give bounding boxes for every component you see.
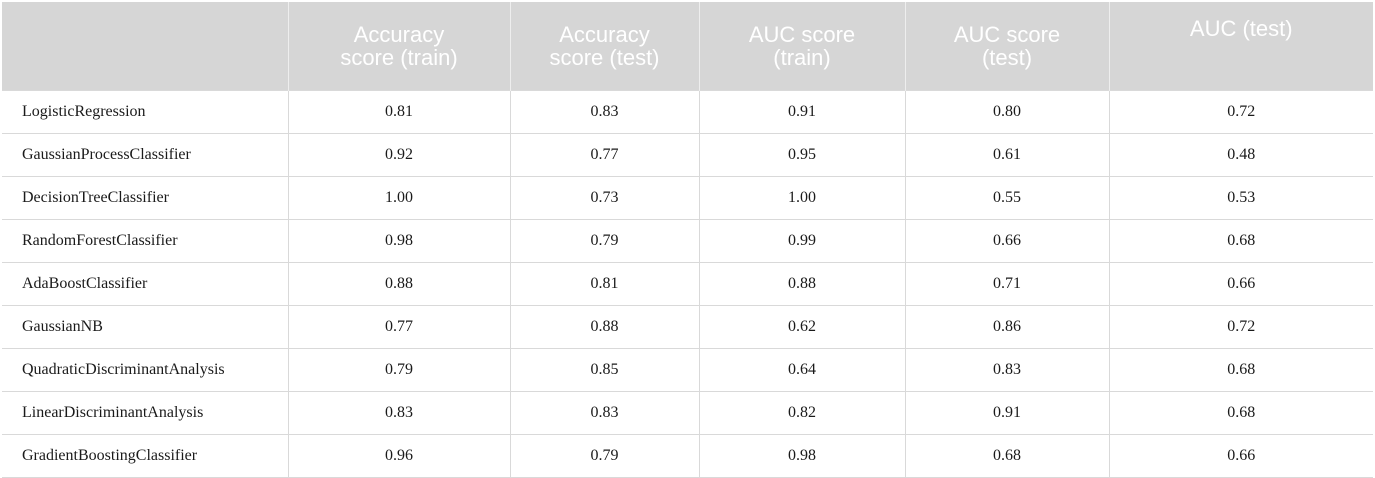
header-cell-auc-train: AUC score (train)	[699, 2, 906, 91]
table-header: Accuracy score (train) Accuracy score (t…	[2, 2, 1373, 91]
model-name-cell: LogisticRegression	[2, 90, 289, 134]
auc-test-cell: 0.68	[1109, 348, 1373, 392]
accuracy-test-cell: 0.88	[510, 305, 700, 349]
auc-test-cell: 0.72	[1109, 90, 1373, 134]
accuracy-train-cell: 1.00	[288, 176, 511, 220]
accuracy-train-cell: 0.79	[288, 348, 511, 392]
accuracy-train-cell: 0.92	[288, 133, 511, 177]
accuracy-test-cell: 0.79	[510, 219, 700, 263]
table-row: DecisionTreeClassifier 1.00 0.73 1.00 0.55 0.…	[2, 176, 1373, 220]
header-text-line1: Accuracy	[559, 22, 650, 47]
header-text-line1: Accuracy	[353, 22, 445, 47]
table-row: AdaBoostClassifier 0.88 0.81 0.88 0.71 0.66	[2, 262, 1373, 306]
auc-test-cell: 0.72	[1109, 305, 1373, 349]
auc-train-cell: 0.98	[699, 434, 906, 478]
auc-train-cell: 0.91	[699, 90, 906, 134]
model-name-cell: QuadraticDiscriminantAnalysis	[2, 348, 289, 392]
header-cell-accuracy-test: Accuracy score (test)	[510, 2, 700, 91]
auc-train-cell: 0.64	[699, 348, 906, 392]
header-cell-auc-test: AUC (test)	[1109, 2, 1373, 91]
auc-score-test-cell: 0.71	[905, 262, 1110, 306]
header-cell-auc-score-test: AUC score (test)	[905, 2, 1110, 91]
auc-score-test-cell: 0.80	[905, 90, 1110, 134]
model-name-cell: AdaBoostClassifier	[2, 262, 289, 306]
auc-test-cell: 0.68	[1109, 391, 1373, 435]
accuracy-train-cell: 0.88	[288, 262, 511, 306]
auc-score-test-cell: 0.68	[905, 434, 1110, 478]
accuracy-train-cell: 0.77	[288, 305, 511, 349]
model-name-cell: GaussianNB	[2, 305, 289, 349]
table-row: GradientBoostingClassifier 0.96 0.79 0.98 0.…	[2, 434, 1373, 478]
header-text-line2: (train)	[773, 45, 831, 70]
header-text-line2: score (train)	[340, 45, 458, 70]
accuracy-train-cell: 0.98	[288, 219, 511, 263]
auc-score-test-cell: 0.55	[905, 176, 1110, 220]
auc-score-test-cell: 0.86	[905, 305, 1110, 349]
auc-score-test-cell: 0.83	[905, 348, 1110, 392]
auc-test-cell: 0.53	[1109, 176, 1373, 220]
accuracy-train-cell: 0.81	[288, 90, 511, 134]
auc-score-test-cell: 0.66	[905, 219, 1110, 263]
auc-train-cell: 0.95	[699, 133, 906, 177]
table-row: GaussianProcessClassifier 0.92 0.77 0.95 0.6…	[2, 133, 1373, 177]
accuracy-test-cell: 0.83	[510, 391, 700, 435]
auc-train-cell: 1.00	[699, 176, 906, 220]
auc-train-cell: 0.82	[699, 391, 906, 435]
auc-score-test-cell: 0.61	[905, 133, 1110, 177]
header-text-line1: AUC score	[748, 22, 856, 47]
accuracy-test-cell: 0.79	[510, 434, 700, 478]
model-name-cell: GradientBoostingClassifier	[2, 434, 289, 478]
accuracy-train-cell: 0.96	[288, 434, 511, 478]
table-body: LogisticRegression 0.81 0.83 0.91 0.80 0.72 Ga…	[2, 90, 1373, 478]
accuracy-test-cell: 0.81	[510, 262, 700, 306]
accuracy-test-cell: 0.73	[510, 176, 700, 220]
auc-test-cell: 0.66	[1109, 262, 1373, 306]
header-text-line1: AUC score	[953, 22, 1061, 47]
header-text-line2: score (test)	[549, 45, 660, 70]
table-row: GaussianNB 0.77 0.88 0.62 0.86 0.72	[2, 305, 1373, 349]
model-name-cell: DecisionTreeClassifier	[2, 176, 289, 220]
auc-test-cell: 0.68	[1109, 219, 1373, 263]
accuracy-test-cell: 0.83	[510, 90, 700, 134]
accuracy-train-cell: 0.83	[288, 391, 511, 435]
table-row: RandomForestClassifier 0.98 0.79 0.99 0.66 0.…	[2, 219, 1373, 263]
table-row: LogisticRegression 0.81 0.83 0.91 0.80 0.72	[2, 90, 1373, 134]
header-text-line1: AUC (test)	[1189, 16, 1293, 41]
header-row: Accuracy score (train) Accuracy score (t…	[2, 2, 1373, 91]
header-cell-accuracy-train: Accuracy score (train)	[288, 2, 511, 91]
header-cell-model	[2, 2, 289, 91]
auc-test-cell: 0.48	[1109, 133, 1373, 177]
table-row: QuadraticDiscriminantAnalysis 0.79 0.85 0.6…	[2, 348, 1373, 392]
accuracy-test-cell: 0.85	[510, 348, 700, 392]
header-text-line2: (test)	[981, 45, 1033, 70]
model-name-cell: LinearDiscriminantAnalysis	[2, 391, 289, 435]
table-row: LinearDiscriminantAnalysis 0.83 0.83 0.82 0.…	[2, 391, 1373, 435]
model-name-cell: RandomForestClassifier	[2, 219, 289, 263]
model-name-cell: GaussianProcessClassifier	[2, 133, 289, 177]
auc-test-cell: 0.66	[1109, 434, 1373, 478]
auc-train-cell: 0.99	[699, 219, 906, 263]
auc-score-test-cell: 0.91	[905, 391, 1110, 435]
accuracy-test-cell: 0.77	[510, 133, 700, 177]
auc-train-cell: 0.62	[699, 305, 906, 349]
auc-train-cell: 0.88	[699, 262, 906, 306]
